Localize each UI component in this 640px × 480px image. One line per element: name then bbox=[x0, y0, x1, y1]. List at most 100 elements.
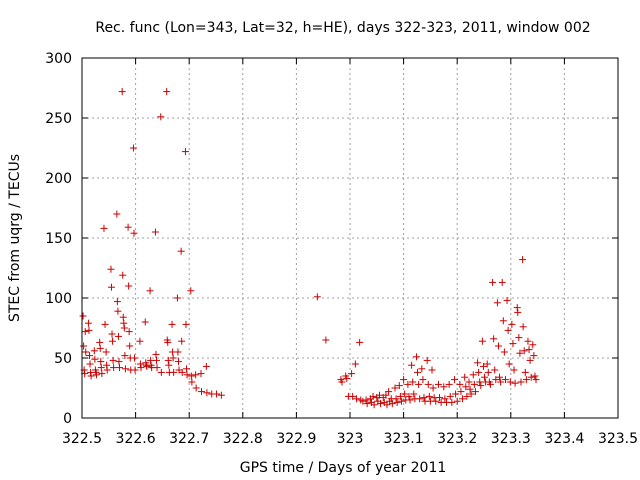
data-point bbox=[491, 366, 499, 374]
data-point bbox=[107, 283, 115, 291]
data-point bbox=[91, 355, 99, 363]
data-point bbox=[498, 278, 506, 286]
data-point bbox=[452, 390, 460, 398]
data-point bbox=[456, 380, 464, 388]
data-point bbox=[157, 113, 165, 121]
data-point bbox=[80, 342, 88, 350]
data-point bbox=[505, 360, 513, 368]
data-point bbox=[522, 376, 530, 384]
data-point bbox=[151, 228, 159, 236]
data-point bbox=[349, 392, 357, 400]
data-point bbox=[493, 299, 501, 307]
data-point bbox=[103, 366, 111, 374]
data-point bbox=[126, 342, 134, 350]
data-point bbox=[477, 382, 485, 390]
x-tick-label: 322.5 bbox=[62, 431, 102, 447]
data-point bbox=[382, 391, 390, 399]
data-point bbox=[96, 344, 104, 352]
x-tick-label: 322.6 bbox=[116, 431, 156, 447]
data-point bbox=[187, 372, 195, 380]
data-point bbox=[198, 388, 206, 396]
data-point bbox=[414, 368, 422, 376]
data-point bbox=[359, 397, 367, 405]
data-point bbox=[152, 350, 160, 358]
data-point bbox=[202, 362, 210, 370]
x-tick-label: 323.4 bbox=[544, 431, 584, 447]
data-point bbox=[85, 326, 93, 334]
data-point bbox=[525, 346, 533, 354]
data-point bbox=[92, 371, 100, 379]
data-point bbox=[527, 373, 535, 381]
y-axis-title: STEC from uqrg / TECUs bbox=[7, 154, 23, 322]
data-point bbox=[164, 356, 172, 364]
data-point bbox=[137, 364, 145, 372]
data-point bbox=[499, 317, 507, 325]
data-point bbox=[97, 358, 105, 366]
data-point bbox=[147, 356, 155, 364]
data-point bbox=[170, 368, 178, 376]
data-point bbox=[356, 338, 364, 346]
data-point bbox=[125, 328, 133, 336]
data-point bbox=[466, 385, 474, 393]
data-point bbox=[519, 323, 527, 331]
data-point bbox=[178, 368, 186, 376]
data-point bbox=[509, 340, 517, 348]
data-point bbox=[370, 401, 378, 409]
data-point bbox=[529, 341, 537, 349]
data-point bbox=[429, 384, 437, 392]
data-point bbox=[197, 370, 205, 378]
y-tick-label: 300 bbox=[45, 51, 72, 67]
data-point bbox=[119, 271, 127, 279]
data-point bbox=[177, 247, 185, 255]
data-point bbox=[416, 395, 424, 403]
data-point bbox=[503, 296, 511, 304]
data-point bbox=[504, 326, 512, 334]
data-point bbox=[440, 383, 448, 391]
data-point bbox=[164, 338, 172, 346]
data-point bbox=[183, 371, 191, 379]
data-point bbox=[101, 320, 109, 328]
data-point bbox=[483, 360, 491, 368]
data-point bbox=[107, 265, 115, 273]
data-point bbox=[98, 370, 106, 378]
data-point bbox=[178, 337, 186, 345]
data-point bbox=[484, 368, 492, 376]
data-point bbox=[124, 223, 132, 231]
data-point bbox=[441, 395, 449, 403]
data-point bbox=[131, 354, 139, 362]
data-point bbox=[97, 364, 105, 372]
data-point bbox=[470, 380, 478, 388]
data-point bbox=[203, 389, 211, 397]
data-point bbox=[125, 282, 133, 290]
data-point bbox=[489, 278, 497, 286]
data-point bbox=[116, 364, 124, 372]
data-point bbox=[351, 360, 359, 368]
data-point bbox=[388, 400, 396, 408]
data-point bbox=[131, 366, 139, 374]
data-point bbox=[146, 287, 154, 295]
data-point bbox=[153, 356, 161, 364]
data-point bbox=[391, 384, 399, 392]
data-point bbox=[362, 396, 370, 404]
y-tick-label: 0 bbox=[63, 411, 72, 427]
data-point bbox=[500, 348, 508, 356]
data-point bbox=[369, 392, 377, 400]
data-point bbox=[352, 395, 360, 403]
data-point bbox=[397, 397, 405, 405]
data-point bbox=[412, 353, 420, 361]
y-tick-label: 150 bbox=[45, 231, 72, 247]
data-point bbox=[188, 378, 196, 386]
data-point bbox=[153, 364, 161, 372]
data-point bbox=[532, 376, 540, 384]
data-point bbox=[174, 348, 182, 356]
data-point bbox=[385, 388, 393, 396]
data-point bbox=[110, 364, 118, 372]
y-tick-label: 50 bbox=[54, 351, 72, 367]
data-point bbox=[415, 380, 423, 388]
data-point bbox=[425, 392, 433, 400]
data-point bbox=[530, 352, 538, 360]
data-point bbox=[508, 320, 516, 328]
data-point bbox=[143, 362, 151, 370]
